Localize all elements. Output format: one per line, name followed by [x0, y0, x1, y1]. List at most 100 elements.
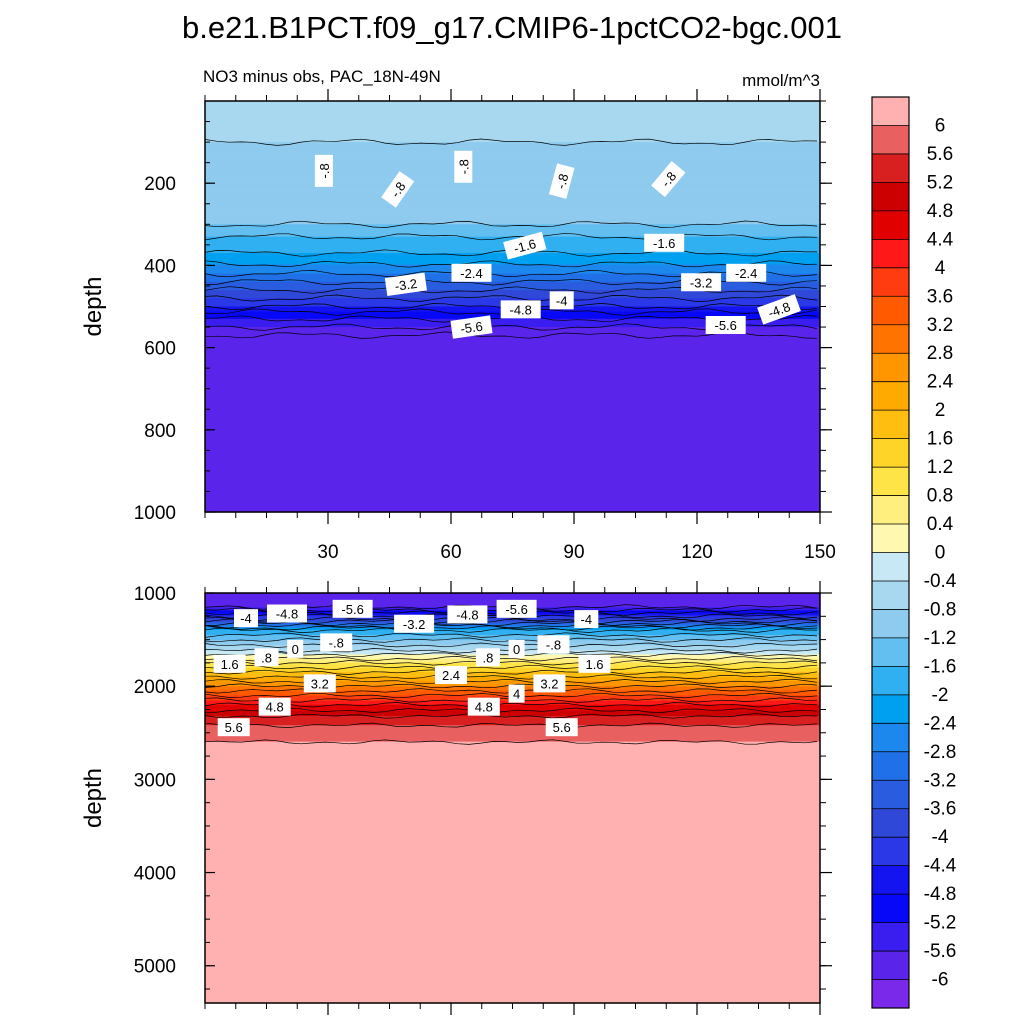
colorbar-swatch [872, 951, 909, 981]
contour-band [205, 732, 820, 735]
contour-value-label: -4 [574, 610, 599, 629]
contour-band [205, 447, 820, 449]
panel-subtitle-left: NO3 minus obs, PAC_18N-49N [203, 67, 441, 86]
contour-band [205, 895, 820, 897]
contour-band [205, 682, 820, 684]
contour-band [205, 816, 820, 819]
label-box [320, 633, 353, 652]
colorbar-label: -3.2 [924, 770, 957, 791]
contour-band [205, 731, 820, 733]
contour-band [205, 623, 820, 626]
contour-band [205, 339, 820, 342]
colorbar-label: 5.6 [927, 144, 953, 165]
contour-band [205, 162, 820, 165]
contour-line [204, 707, 818, 714]
label-text: 3.2 [311, 676, 329, 691]
contour-band [205, 361, 820, 364]
contour-band [205, 503, 820, 506]
contour-band [205, 828, 820, 831]
contour-band [205, 946, 820, 949]
contour-band [205, 398, 820, 401]
contour-band [205, 136, 820, 139]
contour-band [205, 101, 820, 103]
contour-band [205, 349, 820, 352]
contour-band [205, 338, 820, 340]
contour-band [205, 619, 820, 622]
contour-band [205, 710, 820, 713]
x-tick-label: 150 [804, 542, 836, 563]
colorbar-swatch [872, 723, 909, 753]
colorbar-label: -5.2 [924, 913, 957, 934]
contour-band [205, 683, 820, 685]
contour-band [205, 190, 820, 193]
contour-band [205, 997, 820, 1000]
contour-band [205, 433, 820, 436]
contour-band [205, 750, 820, 753]
contour-band [205, 783, 820, 786]
contour-band [205, 424, 820, 427]
label-text: -.8 [546, 637, 561, 652]
contour-band [205, 262, 820, 264]
contour-band [205, 184, 820, 186]
contour-band [205, 727, 820, 729]
contour-band [205, 802, 820, 804]
contour-band [205, 774, 820, 777]
contour-line [204, 713, 818, 719]
label-text: .8 [261, 650, 272, 665]
contour-band [205, 210, 820, 213]
label-box [267, 604, 307, 623]
contour-band [205, 906, 820, 909]
contour-band [205, 822, 820, 825]
contour-band [205, 680, 820, 682]
colorbar-label: 0 [935, 543, 946, 564]
colorbar-swatch [872, 580, 909, 610]
contour-band [205, 299, 820, 301]
contour-value-label: -.8 [548, 163, 575, 199]
contour-band [205, 183, 820, 185]
contour-band [205, 968, 820, 970]
contour-band [205, 817, 820, 820]
contour-band [205, 806, 820, 808]
contour-band [205, 111, 820, 113]
contour-band [205, 340, 820, 343]
contour-band [205, 970, 820, 972]
contour-band [205, 446, 820, 448]
y-tick-label: 5000 [134, 957, 176, 978]
contour-band [205, 820, 820, 823]
x-tick-label: 30 [317, 542, 338, 563]
contour-value-label: -5.6 [332, 599, 373, 618]
contour-band [205, 490, 820, 493]
contour-band [205, 803, 820, 805]
contour-band [205, 707, 820, 710]
contour-band [205, 854, 820, 856]
contour-band [205, 664, 820, 667]
contour-band [205, 430, 820, 433]
contour-band [205, 352, 820, 355]
contour-band [205, 494, 820, 497]
contour-band [205, 919, 820, 922]
colorbar-label: 4 [935, 258, 946, 279]
contour-value-label: -1.6 [644, 233, 685, 252]
contour-band [205, 996, 820, 999]
contour-line [204, 664, 818, 671]
contour-band [205, 185, 820, 187]
contour-band [205, 476, 820, 478]
contour-band [205, 876, 820, 879]
contour-band [205, 999, 820, 1002]
contour-band [205, 848, 820, 850]
label-text: -.8 [388, 179, 409, 200]
contour-band [205, 123, 820, 126]
contour-band [205, 221, 820, 223]
contour-band [205, 143, 820, 145]
contour-band [205, 439, 820, 441]
contour-band [205, 135, 820, 138]
contour-band [205, 197, 820, 200]
contour-band [205, 418, 820, 421]
contour-band [205, 989, 820, 992]
contour-band [205, 931, 820, 933]
label-text: 5.6 [225, 720, 243, 735]
label-text: 3.2 [540, 676, 558, 691]
label-box [726, 263, 767, 282]
contour-band [205, 497, 820, 500]
label-text: -1.6 [653, 236, 675, 251]
